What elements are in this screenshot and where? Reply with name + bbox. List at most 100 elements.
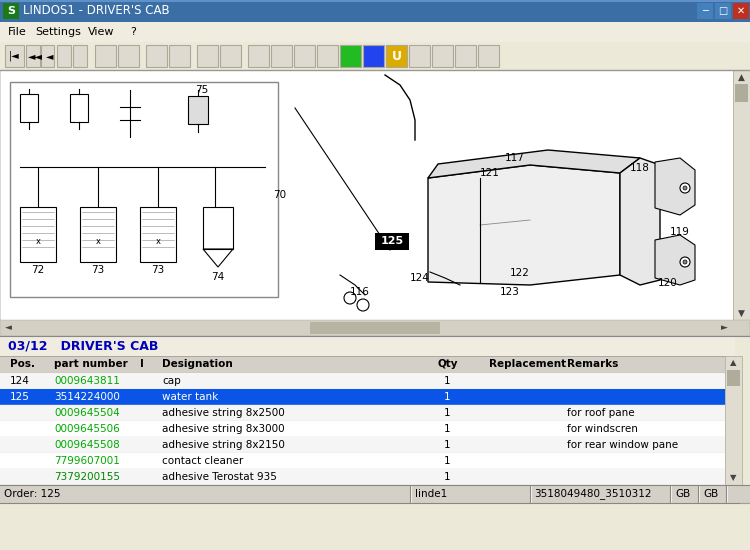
Bar (57, 45, 71, 67)
Text: 0009645504: 0009645504 (54, 408, 120, 418)
Circle shape (344, 292, 356, 304)
Text: for roof pane: for roof pane (567, 408, 634, 418)
Bar (197, 45, 218, 67)
Text: 73: 73 (92, 265, 104, 275)
Text: |◄: |◄ (9, 51, 20, 61)
Bar (294, 45, 315, 67)
Circle shape (680, 183, 690, 193)
Bar (455, 45, 476, 67)
Text: ✕: ✕ (737, 6, 745, 16)
Bar (169, 45, 190, 67)
Bar (317, 45, 338, 67)
Text: Remarks: Remarks (567, 359, 618, 369)
Bar (0, 356, 725, 373)
Bar (20, 207, 56, 262)
Text: part number: part number (54, 359, 128, 369)
Text: linde1: linde1 (415, 489, 447, 499)
Text: 0009645506: 0009645506 (54, 424, 120, 434)
Text: 118: 118 (630, 163, 650, 173)
Bar (20, 94, 38, 122)
Text: adhesive string 8x3000: adhesive string 8x3000 (162, 424, 285, 434)
Bar (386, 45, 407, 67)
Bar (203, 207, 233, 249)
Bar (0, 469, 725, 485)
Bar (363, 45, 384, 67)
Text: 1: 1 (444, 376, 450, 386)
Bar (727, 370, 740, 386)
Text: 1: 1 (444, 424, 450, 434)
Bar (733, 3, 749, 19)
Bar (0, 0, 750, 22)
Bar (310, 322, 440, 334)
Text: 125: 125 (380, 236, 404, 246)
Bar (0, 437, 725, 453)
Text: Settings: Settings (35, 27, 81, 37)
Text: 70: 70 (273, 190, 286, 200)
Bar (0, 42, 750, 70)
Bar (140, 207, 176, 262)
Bar (3, 3, 19, 19)
Bar (146, 45, 167, 67)
Bar (220, 45, 241, 67)
Text: ◄: ◄ (46, 51, 54, 61)
Text: 0009645508: 0009645508 (54, 440, 120, 450)
Text: S: S (7, 6, 15, 16)
Bar (478, 45, 499, 67)
Text: 1: 1 (444, 408, 450, 418)
Text: Replacement: Replacement (489, 359, 566, 369)
Polygon shape (428, 165, 620, 285)
Text: Qty: Qty (437, 359, 458, 369)
Bar (340, 45, 361, 67)
Bar (73, 45, 87, 67)
Bar (386, 45, 407, 67)
Bar (0, 389, 725, 405)
Bar (409, 45, 430, 67)
Text: 124: 124 (10, 376, 30, 386)
Bar (10, 82, 278, 297)
Polygon shape (655, 235, 695, 285)
Bar (375, 233, 409, 250)
Bar (0, 485, 750, 503)
Text: 7379200155: 7379200155 (54, 472, 120, 482)
Circle shape (680, 257, 690, 267)
Text: adhesive string 8x2150: adhesive string 8x2150 (162, 440, 285, 450)
Bar (0, 336, 735, 356)
Text: 74: 74 (211, 272, 225, 282)
Text: File: File (8, 27, 27, 37)
Bar (95, 45, 116, 67)
Text: 0009643811: 0009643811 (54, 376, 120, 386)
Text: 124: 124 (410, 273, 430, 283)
Bar (735, 84, 748, 102)
Text: adhesive Terostat 935: adhesive Terostat 935 (162, 472, 277, 482)
Text: 123: 123 (500, 287, 520, 297)
Text: 3514224000: 3514224000 (54, 392, 120, 402)
Text: 72: 72 (32, 265, 45, 275)
Circle shape (357, 299, 369, 311)
Text: 7799607001: 7799607001 (54, 456, 120, 466)
Polygon shape (428, 150, 640, 178)
Text: ▲: ▲ (730, 359, 736, 367)
Bar (725, 356, 742, 485)
Bar (248, 45, 269, 67)
Text: ►: ► (721, 323, 728, 333)
Text: LINDOS1 - DRIVER'S CAB: LINDOS1 - DRIVER'S CAB (23, 4, 170, 18)
Text: 119: 119 (670, 227, 690, 237)
Text: GB: GB (703, 489, 718, 499)
Text: ▲: ▲ (737, 73, 745, 81)
Text: x: x (35, 238, 40, 246)
Bar (0, 320, 750, 336)
Text: 75: 75 (195, 85, 208, 95)
Text: □: □ (718, 6, 728, 16)
Text: View: View (88, 27, 115, 37)
Bar (0, 22, 750, 42)
Bar (697, 3, 713, 19)
Text: for windscren: for windscren (567, 424, 638, 434)
Text: 120: 120 (658, 278, 678, 288)
Bar (80, 207, 116, 262)
Bar (432, 45, 453, 67)
Text: 125: 125 (10, 392, 30, 402)
Circle shape (683, 260, 687, 264)
Text: cap: cap (162, 376, 181, 386)
Text: ◄: ◄ (4, 323, 11, 333)
Text: 3518049480_3510312: 3518049480_3510312 (534, 488, 652, 499)
